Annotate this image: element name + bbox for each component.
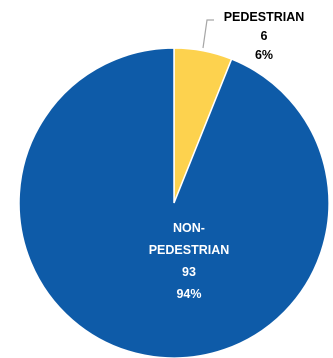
pedestrian-leader-line xyxy=(202,19,214,49)
pedestrian-label: PEDESTRIAN xyxy=(224,10,305,24)
non-pedestrian-percent: 94% xyxy=(176,287,201,301)
pedestrian-label-group: PEDESTRIAN 6 6% xyxy=(224,10,305,62)
pedestrian-count: 6 xyxy=(261,29,268,43)
non-pedestrian-label-line-2: PEDESTRIAN xyxy=(149,243,230,257)
non-pedestrian-label-group: NON- PEDESTRIAN 93 94% xyxy=(149,221,230,301)
non-pedestrian-slice xyxy=(18,47,330,358)
non-pedestrian-label-line-1: NON- xyxy=(173,221,205,235)
pedestrian-percent: 6% xyxy=(255,48,273,62)
non-pedestrian-count: 93 xyxy=(182,265,196,279)
pie-slices xyxy=(18,47,330,358)
